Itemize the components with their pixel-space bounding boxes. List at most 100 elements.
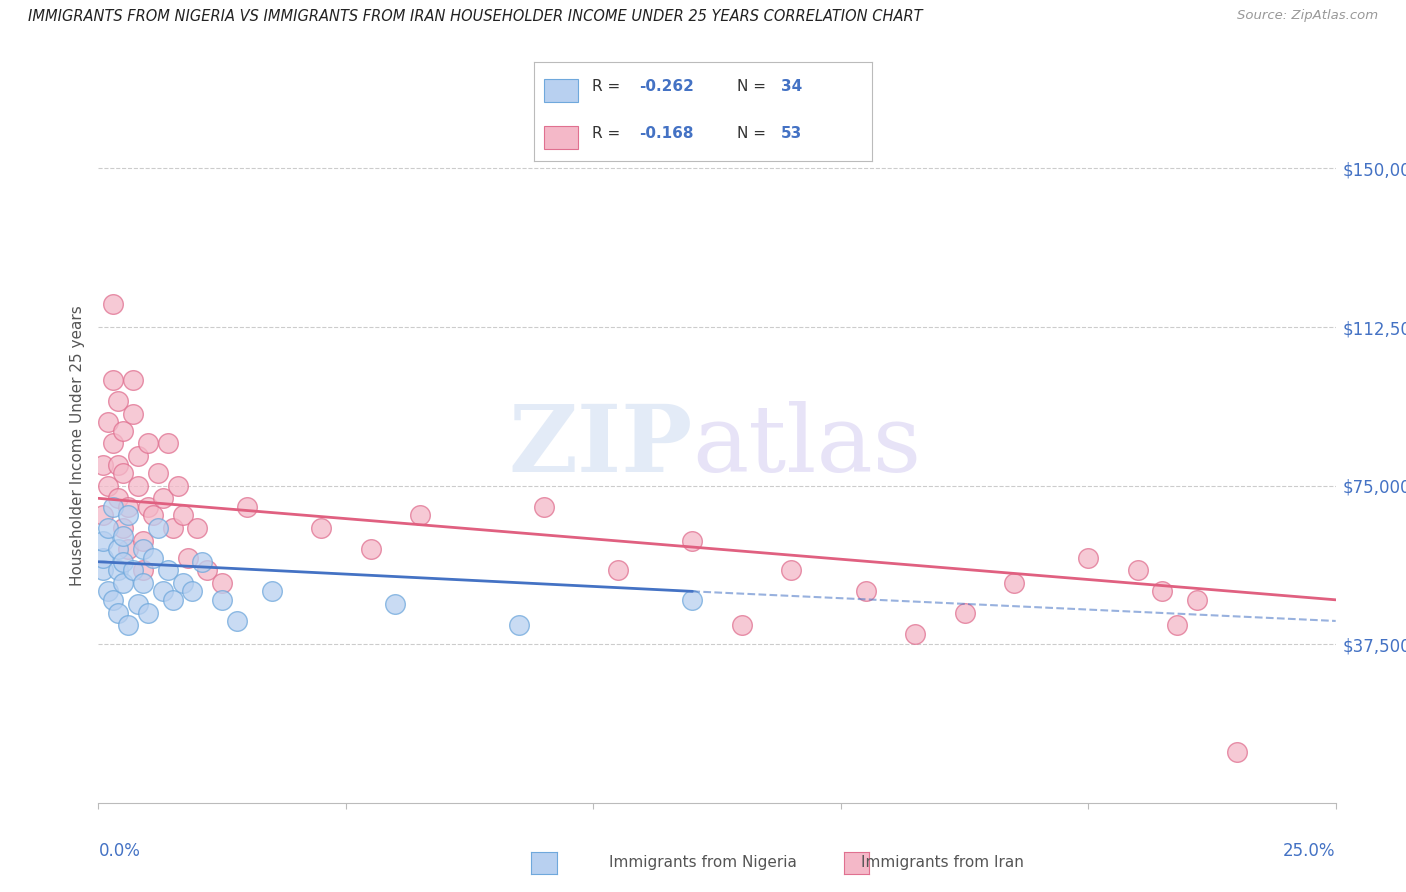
Point xyxy=(117,542,139,557)
Point xyxy=(142,508,165,523)
Point xyxy=(97,521,120,535)
Point xyxy=(107,563,129,577)
Text: 25.0%: 25.0% xyxy=(1284,842,1336,860)
Point xyxy=(533,500,555,514)
Point xyxy=(136,500,159,514)
Point xyxy=(112,575,135,590)
Point xyxy=(166,478,188,492)
Point xyxy=(904,626,927,640)
Point xyxy=(103,373,125,387)
Point xyxy=(156,436,179,450)
Point xyxy=(226,614,249,628)
Point xyxy=(107,542,129,557)
Point xyxy=(172,508,194,523)
Point xyxy=(681,533,703,548)
Text: atlas: atlas xyxy=(692,401,921,491)
Text: Immigrants from Iran: Immigrants from Iran xyxy=(860,855,1024,870)
Text: N =: N = xyxy=(737,79,770,95)
Point xyxy=(93,563,115,577)
Text: 53: 53 xyxy=(780,126,801,141)
Point xyxy=(152,491,174,506)
Point xyxy=(93,458,115,472)
Point xyxy=(103,436,125,450)
Point xyxy=(103,297,125,311)
Point xyxy=(93,508,115,523)
Point xyxy=(132,575,155,590)
Point xyxy=(127,597,149,611)
Point xyxy=(236,500,259,514)
Point xyxy=(146,521,169,535)
Text: 0.0%: 0.0% xyxy=(98,842,141,860)
Text: R =: R = xyxy=(592,79,624,95)
Point xyxy=(191,555,214,569)
Text: 34: 34 xyxy=(780,79,801,95)
Point xyxy=(136,606,159,620)
Point xyxy=(112,466,135,480)
Point xyxy=(107,491,129,506)
Text: N =: N = xyxy=(737,126,770,141)
Point xyxy=(211,575,233,590)
Bar xyxy=(544,126,578,149)
Point xyxy=(156,563,179,577)
Point xyxy=(93,533,115,548)
Point xyxy=(93,550,115,565)
Point xyxy=(146,466,169,480)
Point xyxy=(97,478,120,492)
Point xyxy=(122,407,145,421)
Point xyxy=(122,563,145,577)
Point xyxy=(112,529,135,543)
Point xyxy=(1185,592,1208,607)
Point xyxy=(112,424,135,438)
Point xyxy=(176,550,198,565)
Text: R =: R = xyxy=(592,126,624,141)
Point xyxy=(309,521,332,535)
Point xyxy=(97,584,120,599)
Point xyxy=(260,584,283,599)
Text: ZIP: ZIP xyxy=(508,401,692,491)
Point xyxy=(1226,745,1249,759)
Point xyxy=(162,521,184,535)
Point xyxy=(117,500,139,514)
Point xyxy=(103,592,125,607)
Point xyxy=(142,550,165,565)
Point xyxy=(195,563,218,577)
Point xyxy=(132,563,155,577)
Point xyxy=(1166,618,1188,632)
Bar xyxy=(544,78,578,102)
Y-axis label: Householder Income Under 25 years: Householder Income Under 25 years xyxy=(70,306,86,586)
Point xyxy=(607,563,630,577)
Point xyxy=(127,449,149,463)
Point xyxy=(117,618,139,632)
Point xyxy=(122,373,145,387)
Point xyxy=(112,555,135,569)
Point xyxy=(731,618,754,632)
Point xyxy=(112,521,135,535)
Point xyxy=(107,458,129,472)
Point xyxy=(136,436,159,450)
Point xyxy=(360,542,382,557)
Point xyxy=(953,606,976,620)
Point xyxy=(186,521,208,535)
Point xyxy=(152,584,174,599)
Point xyxy=(117,508,139,523)
Point xyxy=(97,415,120,429)
Point xyxy=(107,394,129,409)
Text: Source: ZipAtlas.com: Source: ZipAtlas.com xyxy=(1237,9,1378,22)
Text: -0.262: -0.262 xyxy=(638,79,693,95)
Text: IMMIGRANTS FROM NIGERIA VS IMMIGRANTS FROM IRAN HOUSEHOLDER INCOME UNDER 25 YEAR: IMMIGRANTS FROM NIGERIA VS IMMIGRANTS FR… xyxy=(28,9,922,24)
Point xyxy=(1077,550,1099,565)
Point xyxy=(162,592,184,607)
Point xyxy=(181,584,204,599)
Point xyxy=(681,592,703,607)
Point xyxy=(1152,584,1174,599)
Point xyxy=(1126,563,1149,577)
Point xyxy=(107,606,129,620)
Point xyxy=(132,533,155,548)
Point xyxy=(409,508,432,523)
Point xyxy=(1002,575,1025,590)
Point xyxy=(103,500,125,514)
Point xyxy=(855,584,877,599)
Point xyxy=(132,542,155,557)
Point xyxy=(508,618,530,632)
Point xyxy=(211,592,233,607)
